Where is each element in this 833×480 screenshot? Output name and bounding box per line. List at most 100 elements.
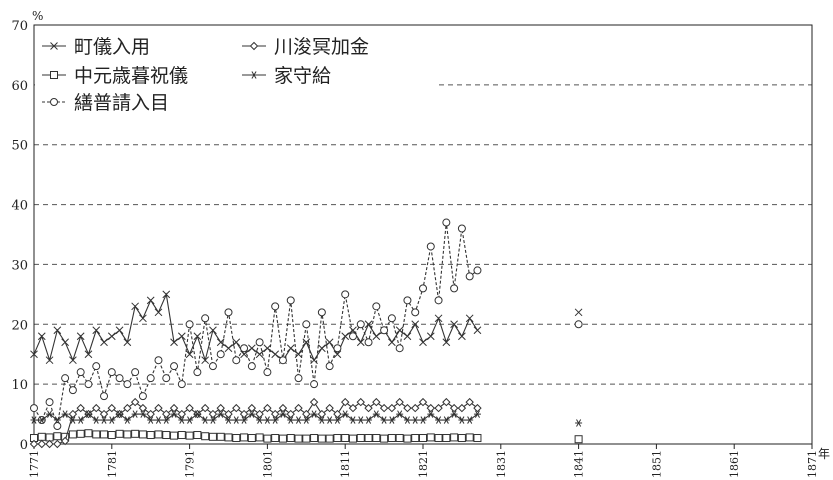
series-3-point (232, 356, 241, 365)
series-3-point (45, 398, 54, 407)
series-2-point (286, 434, 295, 443)
y-tick-label-40: 40 (11, 199, 28, 214)
series-1-point (247, 344, 256, 353)
series-1-point (318, 344, 326, 353)
series-5-point (419, 416, 427, 424)
series-5-point (30, 416, 38, 424)
series-3-point (146, 374, 155, 383)
series-5-point (388, 416, 396, 424)
series-2-point (68, 430, 77, 439)
series-1-point (574, 308, 583, 317)
series-1-point (216, 338, 225, 347)
x-tick-label-1871: 1871 (806, 450, 819, 478)
series-3-point (123, 380, 132, 389)
series-4-point (68, 409, 78, 419)
series-2-point (232, 434, 241, 443)
x-tick-label-1811: 1811 (339, 450, 352, 478)
series-1-point (154, 308, 163, 317)
series-1-point (115, 326, 124, 335)
series-3-point (61, 374, 70, 383)
series-4-point (232, 403, 241, 413)
series-5-point (310, 410, 318, 418)
legend-marker-5 (250, 71, 258, 79)
series-3-point (138, 392, 147, 401)
series-4-point (224, 409, 233, 419)
series-2-point (37, 432, 46, 441)
series-4-point (92, 403, 101, 413)
series-2-point (177, 431, 186, 440)
series-4-point (418, 397, 428, 407)
series-4-point (138, 403, 148, 413)
series-5-point (302, 416, 310, 424)
series-1-point (255, 350, 264, 359)
series-5-point (92, 416, 100, 424)
series-3-point (333, 344, 342, 353)
series-4-point (130, 397, 140, 407)
series-5-point (326, 416, 334, 424)
series-3-point (76, 368, 85, 377)
series-1-point (107, 332, 116, 341)
series-5-point (46, 410, 54, 418)
y-tick-label-70: 70 (11, 19, 28, 34)
series-3-point (426, 242, 435, 251)
series-4-point (99, 409, 109, 419)
series-3-point (92, 362, 101, 371)
series-5-point (147, 416, 155, 424)
series-3-point (224, 308, 233, 317)
series-2-point (185, 431, 194, 440)
series-3-point (411, 308, 420, 317)
series-5-point (131, 410, 139, 418)
series-1-point (100, 338, 108, 347)
series-4-point (107, 403, 117, 413)
series-4-point (247, 403, 257, 413)
series-1-point (131, 302, 139, 311)
series-3-point (317, 308, 326, 317)
series-2-point (263, 434, 272, 443)
series-5-point (162, 416, 170, 424)
series-4-point (348, 403, 358, 413)
series-4-point (449, 403, 459, 413)
series-4-point (442, 397, 451, 407)
series-2-point (333, 434, 342, 443)
series-5-point (435, 416, 443, 424)
series-3-point (341, 290, 350, 299)
series-1-point (139, 314, 147, 323)
series-4-point (76, 403, 85, 413)
series-2-point (294, 434, 303, 443)
series-1-point (458, 332, 466, 341)
legend-box (35, 26, 435, 118)
series-3-point (574, 320, 583, 329)
series-4-point (185, 403, 194, 413)
series-2-point (255, 433, 264, 442)
series-3-point (387, 314, 396, 323)
series-5-point (427, 410, 435, 418)
series-2-point (278, 434, 287, 443)
series-4-line (34, 401, 478, 445)
series-4-point (154, 403, 163, 413)
series-5-point (116, 410, 124, 418)
series-3-point (465, 272, 474, 281)
series-5-point (178, 416, 186, 424)
series-5-point (466, 416, 474, 424)
series-1-point (442, 338, 451, 347)
series-1-point (76, 332, 85, 341)
series-3-point (131, 368, 140, 377)
series-1-point (240, 350, 248, 359)
series-1-point (372, 332, 381, 341)
series-3-point (302, 320, 311, 329)
series-2-point (92, 430, 101, 439)
series-2-point (380, 434, 389, 443)
series-2-point (138, 430, 147, 439)
series-4-point (372, 397, 381, 407)
series-5-point (318, 416, 326, 424)
series-4-point (208, 409, 218, 419)
series-5-point (450, 410, 458, 418)
series-2-point (53, 432, 62, 441)
series-3-point (263, 368, 272, 377)
series-3-point (208, 362, 217, 371)
series-1-point (45, 356, 54, 365)
series-5-point (170, 410, 178, 418)
series-2-point (146, 431, 155, 440)
